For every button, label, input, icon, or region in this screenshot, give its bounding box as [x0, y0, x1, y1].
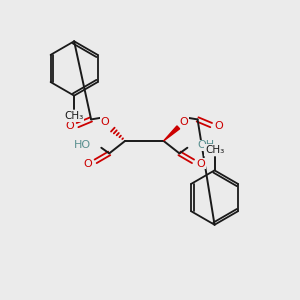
Polygon shape	[164, 126, 180, 141]
Text: O: O	[100, 117, 109, 127]
Text: HO: HO	[74, 140, 91, 151]
Text: O: O	[65, 121, 74, 131]
Text: CH₃: CH₃	[64, 111, 84, 121]
Text: CH₃: CH₃	[205, 145, 224, 155]
Text: O: O	[180, 117, 188, 127]
Text: OH: OH	[198, 140, 215, 151]
Text: O: O	[83, 159, 92, 169]
Text: O: O	[196, 159, 205, 169]
Text: O: O	[215, 121, 224, 131]
